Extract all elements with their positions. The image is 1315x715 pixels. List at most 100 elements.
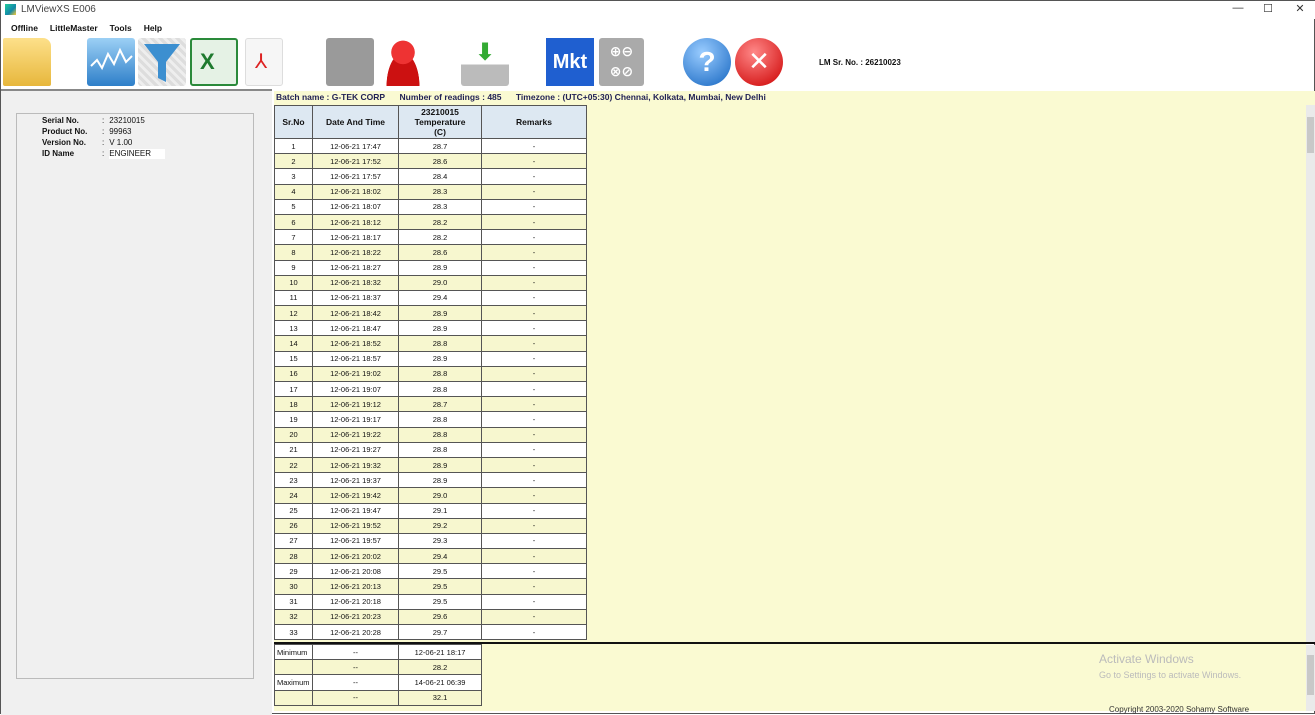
menu-help[interactable]: Help (143, 23, 163, 33)
table-row[interactable]: 24 12-06-21 19:42 29.0- (274, 487, 587, 504)
cell-remarks: - (481, 183, 587, 200)
col-temperature[interactable]: 23210015 Temperature (C) (398, 105, 482, 139)
mkt-icon[interactable]: Mkt (546, 38, 594, 86)
calculator-icon[interactable]: ⊕⊖ ⊗⊘ (599, 38, 644, 86)
menu-offline[interactable]: Offline (11, 23, 38, 33)
cell-temperature: 28.2 (398, 229, 482, 246)
minimize-button[interactable]: — (1232, 2, 1244, 14)
table-row[interactable]: 25 12-06-21 19:47 29.1- (274, 502, 587, 519)
cell-srno: 29 (274, 563, 313, 580)
cell-remarks: - (481, 335, 587, 352)
cell-srno: 17 (274, 380, 313, 398)
table-row[interactable]: 21 12-06-21 19:27 28.8- (274, 441, 587, 458)
table-row[interactable]: 12 12-06-21 18:42 28.9- (274, 305, 587, 322)
table-row[interactable]: 29 12-06-21 20:08 29.5- (274, 563, 587, 580)
table-row[interactable]: 28 12-06-21 20:02 29.4- (274, 548, 587, 565)
table-row[interactable]: 23 12-06-21 19:37 28.9- (274, 472, 587, 489)
cell-datetime: 12-06-21 19:32 (312, 456, 399, 474)
table-row[interactable]: 10 12-06-21 18:32 29.0- (274, 274, 587, 291)
stat-value: 28.2 (398, 659, 482, 676)
cell-srno: 33 (274, 623, 313, 641)
cell-temperature: 29.3 (398, 532, 482, 550)
table-row[interactable]: 7 12-06-21 18:17 28.2- (274, 229, 587, 246)
stats-row: Maximum -- 14-06-21 06:39 (274, 674, 482, 691)
stats-scrollbar[interactable] (1306, 645, 1315, 711)
col-remarks[interactable]: Remarks (481, 105, 587, 139)
table-row[interactable]: 14 12-06-21 18:52 28.8- (274, 335, 587, 352)
cell-temperature: 28.9 (398, 456, 482, 474)
graph-icon[interactable] (87, 38, 135, 86)
table-row[interactable]: 3 12-06-21 17:57 28.4- (274, 168, 587, 185)
cell-remarks: - (481, 578, 587, 595)
table-row[interactable]: 16 12-06-21 19:02 28.8- (274, 365, 587, 383)
stat-label (274, 659, 313, 676)
pdf-icon[interactable]: ⅄ (245, 38, 283, 86)
close-button[interactable]: ✕ (1295, 3, 1305, 15)
download-icon[interactable]: ⬇ (461, 38, 509, 86)
excel-icon[interactable]: X (190, 38, 238, 86)
cell-temperature: 29.1 (398, 502, 482, 519)
cell-remarks: - (481, 472, 587, 489)
table-row[interactable]: 11 12-06-21 18:37 29.4- (274, 289, 587, 307)
cell-srno: 8 (274, 244, 313, 261)
table-row[interactable]: 6 12-06-21 18:12 28.2- (274, 213, 587, 231)
table-row[interactable]: 20 12-06-21 19:22 28.8- (274, 426, 587, 443)
help-icon[interactable]: ? (683, 38, 731, 86)
table-row[interactable]: 31 12-06-21 20:18 29.5- (274, 593, 587, 610)
readings-grid: Sr.No Date And Time 23210015 Temperature… (274, 105, 1306, 642)
cell-srno: 12 (274, 305, 313, 322)
usb-icon[interactable] (326, 38, 374, 86)
cell-srno: 20 (274, 426, 313, 443)
table-row[interactable]: 18 12-06-21 19:12 28.7- (274, 396, 587, 413)
cell-temperature: 28.8 (398, 441, 482, 458)
table-row[interactable]: 15 12-06-21 18:57 28.9- (274, 350, 587, 367)
device-info-box: Serial No.:23210015 Product No.:99963 Ve… (16, 113, 254, 679)
table-row[interactable]: 4 12-06-21 18:02 28.3- (274, 183, 587, 200)
menu-tools[interactable]: Tools (109, 23, 132, 33)
table-row[interactable]: 19 12-06-21 19:17 28.8- (274, 411, 587, 428)
cell-temperature: 28.8 (398, 365, 482, 383)
cell-srno: 16 (274, 365, 313, 383)
table-row[interactable]: 13 12-06-21 18:47 28.9- (274, 320, 587, 337)
table-row[interactable]: 22 12-06-21 19:32 28.9- (274, 456, 587, 474)
cell-remarks: - (481, 380, 587, 398)
table-row[interactable]: 32 12-06-21 20:23 29.6- (274, 608, 587, 626)
cell-datetime: 12-06-21 18:07 (312, 198, 399, 215)
grid-scrollbar[interactable] (1306, 105, 1315, 642)
table-row[interactable]: 30 12-06-21 20:13 29.5- (274, 578, 587, 595)
cell-datetime: 12-06-21 18:42 (312, 305, 399, 322)
cell-datetime: 12-06-21 20:23 (312, 608, 399, 626)
cell-srno: 6 (274, 213, 313, 231)
batch-name: Batch name : G-TEK CORP (276, 92, 386, 102)
table-row[interactable]: 5 12-06-21 18:07 28.3- (274, 198, 587, 215)
table-row[interactable]: 8 12-06-21 18:22 28.6- (274, 244, 587, 261)
open-folder-icon[interactable] (3, 38, 51, 86)
table-row[interactable]: 27 12-06-21 19:57 29.3- (274, 532, 587, 550)
table-row[interactable]: 33 12-06-21 20:28 29.7- (274, 623, 587, 641)
cell-srno: 18 (274, 396, 313, 413)
table-row[interactable]: 2 12-06-21 17:52 28.6- (274, 153, 587, 170)
cell-srno: 26 (274, 517, 313, 534)
menu-littlemaster[interactable]: LittleMaster (49, 23, 98, 33)
col-srno[interactable]: Sr.No (274, 105, 313, 139)
table-row[interactable]: 17 12-06-21 19:07 28.8- (274, 380, 587, 398)
cell-temperature: 28.9 (398, 472, 482, 489)
cell-remarks: - (481, 593, 587, 610)
cell-temperature: 28.4 (398, 168, 482, 185)
col-datetime[interactable]: Date And Time (312, 105, 399, 139)
device-info-pane: Serial No.:23210015 Product No.:99963 Ve… (1, 89, 272, 715)
cell-srno: 5 (274, 198, 313, 215)
user-icon[interactable] (379, 38, 427, 86)
table-row[interactable]: 1 12-06-21 17:47 28.7- (274, 137, 587, 155)
cell-srno: 4 (274, 183, 313, 200)
cell-remarks: - (481, 532, 587, 550)
table-row[interactable]: 9 12-06-21 18:27 28.9- (274, 259, 587, 276)
maximize-button[interactable]: ☐ (1263, 3, 1273, 15)
cell-datetime: 12-06-21 19:07 (312, 380, 399, 398)
cell-remarks: - (481, 502, 587, 519)
table-row[interactable]: 26 12-06-21 19:52 29.2- (274, 517, 587, 534)
stat-value: 14-06-21 06:39 (398, 674, 482, 691)
filter-icon[interactable] (138, 38, 186, 86)
exit-icon[interactable]: ✕ (735, 38, 783, 86)
stat-value: 32.1 (398, 689, 482, 706)
